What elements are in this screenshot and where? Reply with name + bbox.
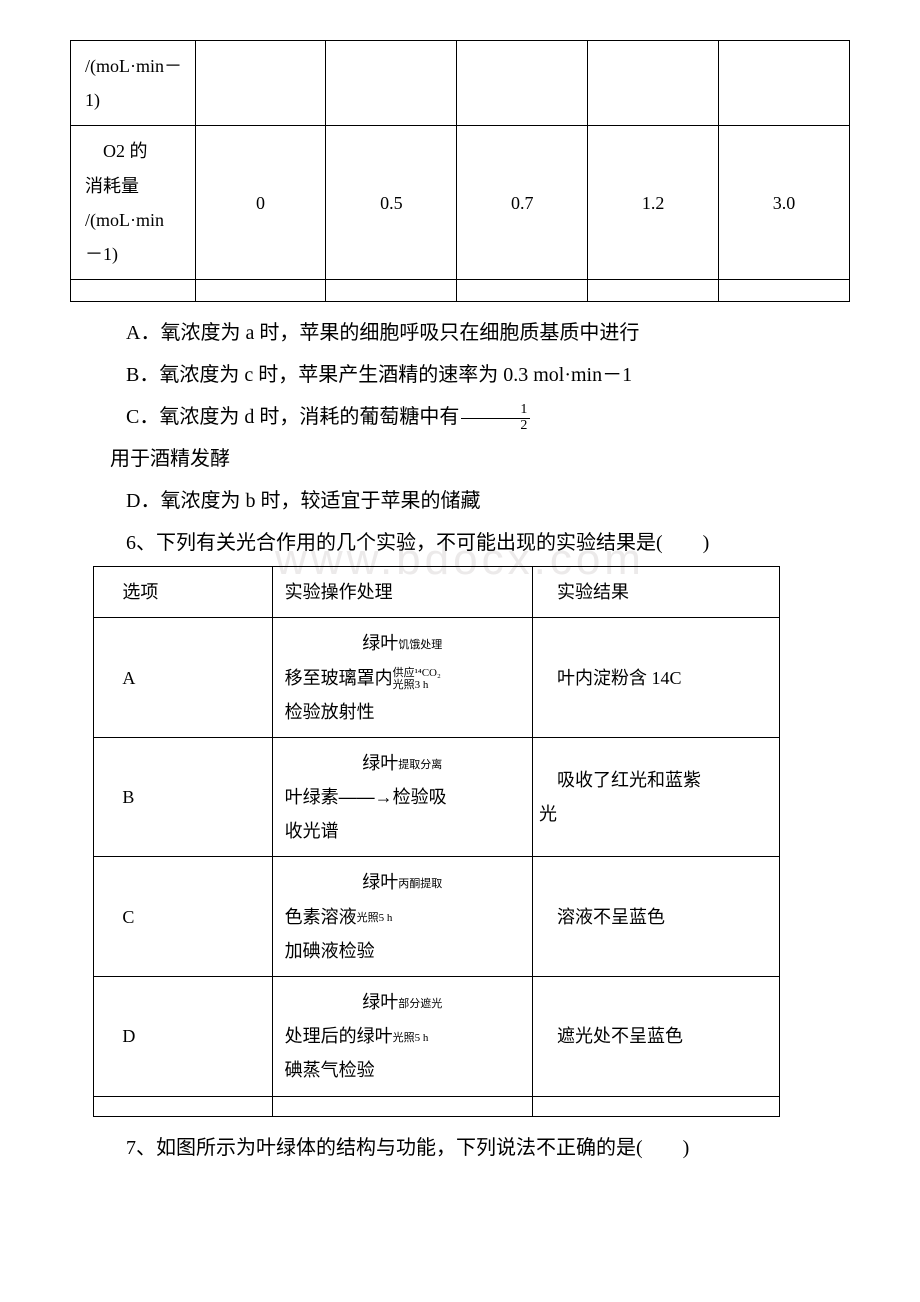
cell	[94, 1096, 272, 1116]
cell	[588, 280, 719, 302]
option-b: B．氧浓度为 c 时，苹果产生酒精的速率为 0.3 mol·min－1	[70, 356, 850, 394]
op-anno: 光照5 h	[357, 912, 393, 924]
op-anno: 提取分离	[398, 759, 442, 771]
operation-cell: 绿叶部分遮光 处理后的绿叶光照5 h 碘蒸气检验	[272, 977, 532, 1097]
op-text: 碘蒸气检验	[285, 1053, 520, 1087]
table-row: O2 的消耗量/(moL·min－1) 0 0.5 0.7 1.2 3.0	[71, 126, 850, 280]
op-text: 检验放射性	[285, 695, 520, 729]
anno-top: 供应¹⁴CO₂	[393, 667, 441, 679]
cell	[195, 41, 326, 126]
result-cell: 叶内淀粉含 14C	[533, 618, 780, 738]
header-option: 选项	[94, 567, 272, 618]
option-c-line2: 用于酒精发酵	[70, 440, 850, 478]
result-text: 遮光处不呈蓝色	[539, 1026, 683, 1046]
row1-label: /(moL·min－1)	[71, 41, 196, 126]
result-text: 光	[539, 804, 557, 824]
cell	[195, 280, 326, 302]
table-header-row: 选项 实验操作处理 实验结果	[94, 567, 779, 618]
table-row: B 绿叶提取分离 叶绿素——→检验吸收光谱 吸收了红光和蓝紫光	[94, 737, 779, 857]
result-text: 叶内淀粉含 14C	[539, 668, 682, 688]
cell: 0	[195, 126, 326, 280]
cell	[719, 41, 850, 126]
cell	[326, 280, 457, 302]
experiment-table: 选项 实验操作处理 实验结果 A 绿叶饥饿处理 移至玻璃罩内供应¹⁴CO₂光照3…	[93, 566, 779, 1116]
table-row: A 绿叶饥饿处理 移至玻璃罩内供应¹⁴CO₂光照3 h 检验放射性 叶内淀粉含 …	[94, 618, 779, 738]
cell	[457, 280, 588, 302]
cell	[457, 41, 588, 126]
anno-bot: 光照3 h	[393, 679, 429, 691]
table-row	[71, 280, 850, 302]
fraction-one-half: 12	[461, 403, 530, 433]
table-row: C 绿叶丙酮提取 色素溶液光照5 h 加碘液检验 溶液不呈蓝色	[94, 857, 779, 977]
cell: 0.7	[457, 126, 588, 280]
op-text: 移至玻璃罩内	[285, 668, 393, 688]
op-text: 绿叶	[362, 992, 398, 1012]
result-cell: 吸收了红光和蓝紫光	[533, 737, 780, 857]
op-text: 叶绿素——→检验吸收光谱	[285, 780, 520, 848]
operation-cell: 绿叶提取分离 叶绿素——→检验吸收光谱	[272, 737, 532, 857]
op-anno: 部分遮光	[398, 998, 442, 1010]
result-text: 吸收了红光和蓝紫	[539, 763, 771, 797]
op-text: 处理后的绿叶	[285, 1026, 393, 1046]
result-cell: 溶液不呈蓝色	[533, 857, 780, 977]
result-cell: 遮光处不呈蓝色	[533, 977, 780, 1097]
option-label: C	[94, 857, 272, 977]
op-text: 加碘液检验	[285, 934, 520, 968]
cell	[533, 1096, 780, 1116]
op-text: 绿叶	[362, 633, 398, 653]
fraction-denominator: 2	[461, 419, 530, 434]
question-7: 7、如图所示为叶绿体的结构与功能，下列说法不正确的是( )	[70, 1129, 850, 1167]
op-text: 色素溶液	[285, 907, 357, 927]
cell	[719, 280, 850, 302]
header-result: 实验结果	[533, 567, 780, 618]
fraction-numerator: 1	[461, 403, 530, 419]
cell: 3.0	[719, 126, 850, 280]
cell	[588, 41, 719, 126]
option-a: A．氧浓度为 a 时，苹果的细胞呼吸只在细胞质基质中进行	[70, 314, 850, 352]
table-row: /(moL·min－1)	[71, 41, 850, 126]
operation-cell: 绿叶丙酮提取 色素溶液光照5 h 加碘液检验	[272, 857, 532, 977]
op-text: 绿叶	[362, 872, 398, 892]
cell: 0.5	[326, 126, 457, 280]
option-label: A	[94, 618, 272, 738]
operation-cell: 绿叶饥饿处理 移至玻璃罩内供应¹⁴CO₂光照3 h 检验放射性	[272, 618, 532, 738]
header-operation: 实验操作处理	[272, 567, 532, 618]
cell	[326, 41, 457, 126]
result-text: 溶液不呈蓝色	[539, 907, 665, 927]
op-text: 绿叶	[362, 753, 398, 773]
cell: 1.2	[588, 126, 719, 280]
op-anno: 供应¹⁴CO₂光照3 h	[393, 667, 441, 691]
option-label: B	[94, 737, 272, 857]
option-label: D	[94, 977, 272, 1097]
row2-label: O2 的消耗量/(moL·min－1)	[71, 126, 196, 280]
o2-consumption-table: /(moL·min－1) O2 的消耗量/(moL·min－1) 0 0.5 0…	[70, 40, 850, 302]
op-anno: 丙酮提取	[398, 878, 442, 890]
option-c-prefix: C．氧浓度为 d 时，消耗的葡萄糖中有	[126, 406, 459, 428]
op-anno: 饥饿处理	[398, 639, 442, 651]
question-6: 6、下列有关光合作用的几个实验，不可能出现的实验结果是( )	[70, 524, 850, 562]
option-d: D．氧浓度为 b 时，较适宜于苹果的储藏	[70, 482, 850, 520]
op-anno: 光照5 h	[393, 1032, 429, 1044]
cell	[71, 280, 196, 302]
table-row: D 绿叶部分遮光 处理后的绿叶光照5 h 碘蒸气检验 遮光处不呈蓝色	[94, 977, 779, 1097]
option-c-line1: C．氧浓度为 d 时，消耗的葡萄糖中有12	[70, 398, 850, 436]
cell	[272, 1096, 532, 1116]
table-row	[94, 1096, 779, 1116]
